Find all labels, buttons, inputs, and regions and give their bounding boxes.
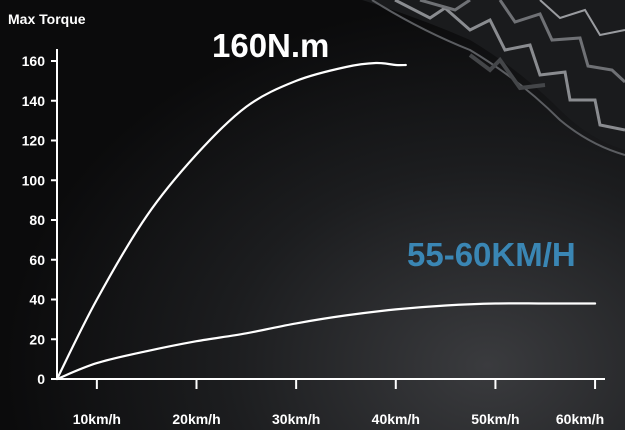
y-axis-ticks: 0 20 40 60 80 100 120 140 160	[22, 53, 57, 387]
x-tick-label: 60km/h	[556, 411, 604, 427]
y-tick-label: 140	[22, 93, 46, 109]
x-tick-label: 30km/h	[272, 411, 320, 427]
series-line-1	[55, 61, 407, 381]
x-tick-label: 20km/h	[172, 411, 220, 427]
series-group	[55, 61, 597, 381]
motor-graphic	[362, 0, 625, 156]
x-tick-label: 50km/h	[471, 411, 519, 427]
axes	[56, 49, 605, 380]
series-line-2	[55, 302, 597, 381]
y-tick-label: 20	[29, 331, 45, 347]
x-axis-ticks: 10km/h 20km/h 30km/h 40km/h 50km/h 60km/h	[73, 379, 604, 427]
annotation-torque: 160N.m	[212, 27, 329, 64]
x-tick-label: 40km/h	[372, 411, 420, 427]
y-tick-label: 100	[22, 172, 46, 188]
y-tick-label: 40	[29, 292, 45, 308]
y-axis-label: Max Torque	[8, 11, 86, 27]
y-tick-label: 160	[22, 53, 46, 69]
y-tick-label: 120	[22, 133, 46, 149]
y-tick-label: 0	[37, 371, 45, 387]
annotation-speed: 55-60KM/H	[407, 236, 576, 273]
x-tick-label: 10km/h	[73, 411, 121, 427]
y-tick-label: 80	[29, 212, 45, 228]
y-tick-label: 60	[29, 252, 45, 268]
